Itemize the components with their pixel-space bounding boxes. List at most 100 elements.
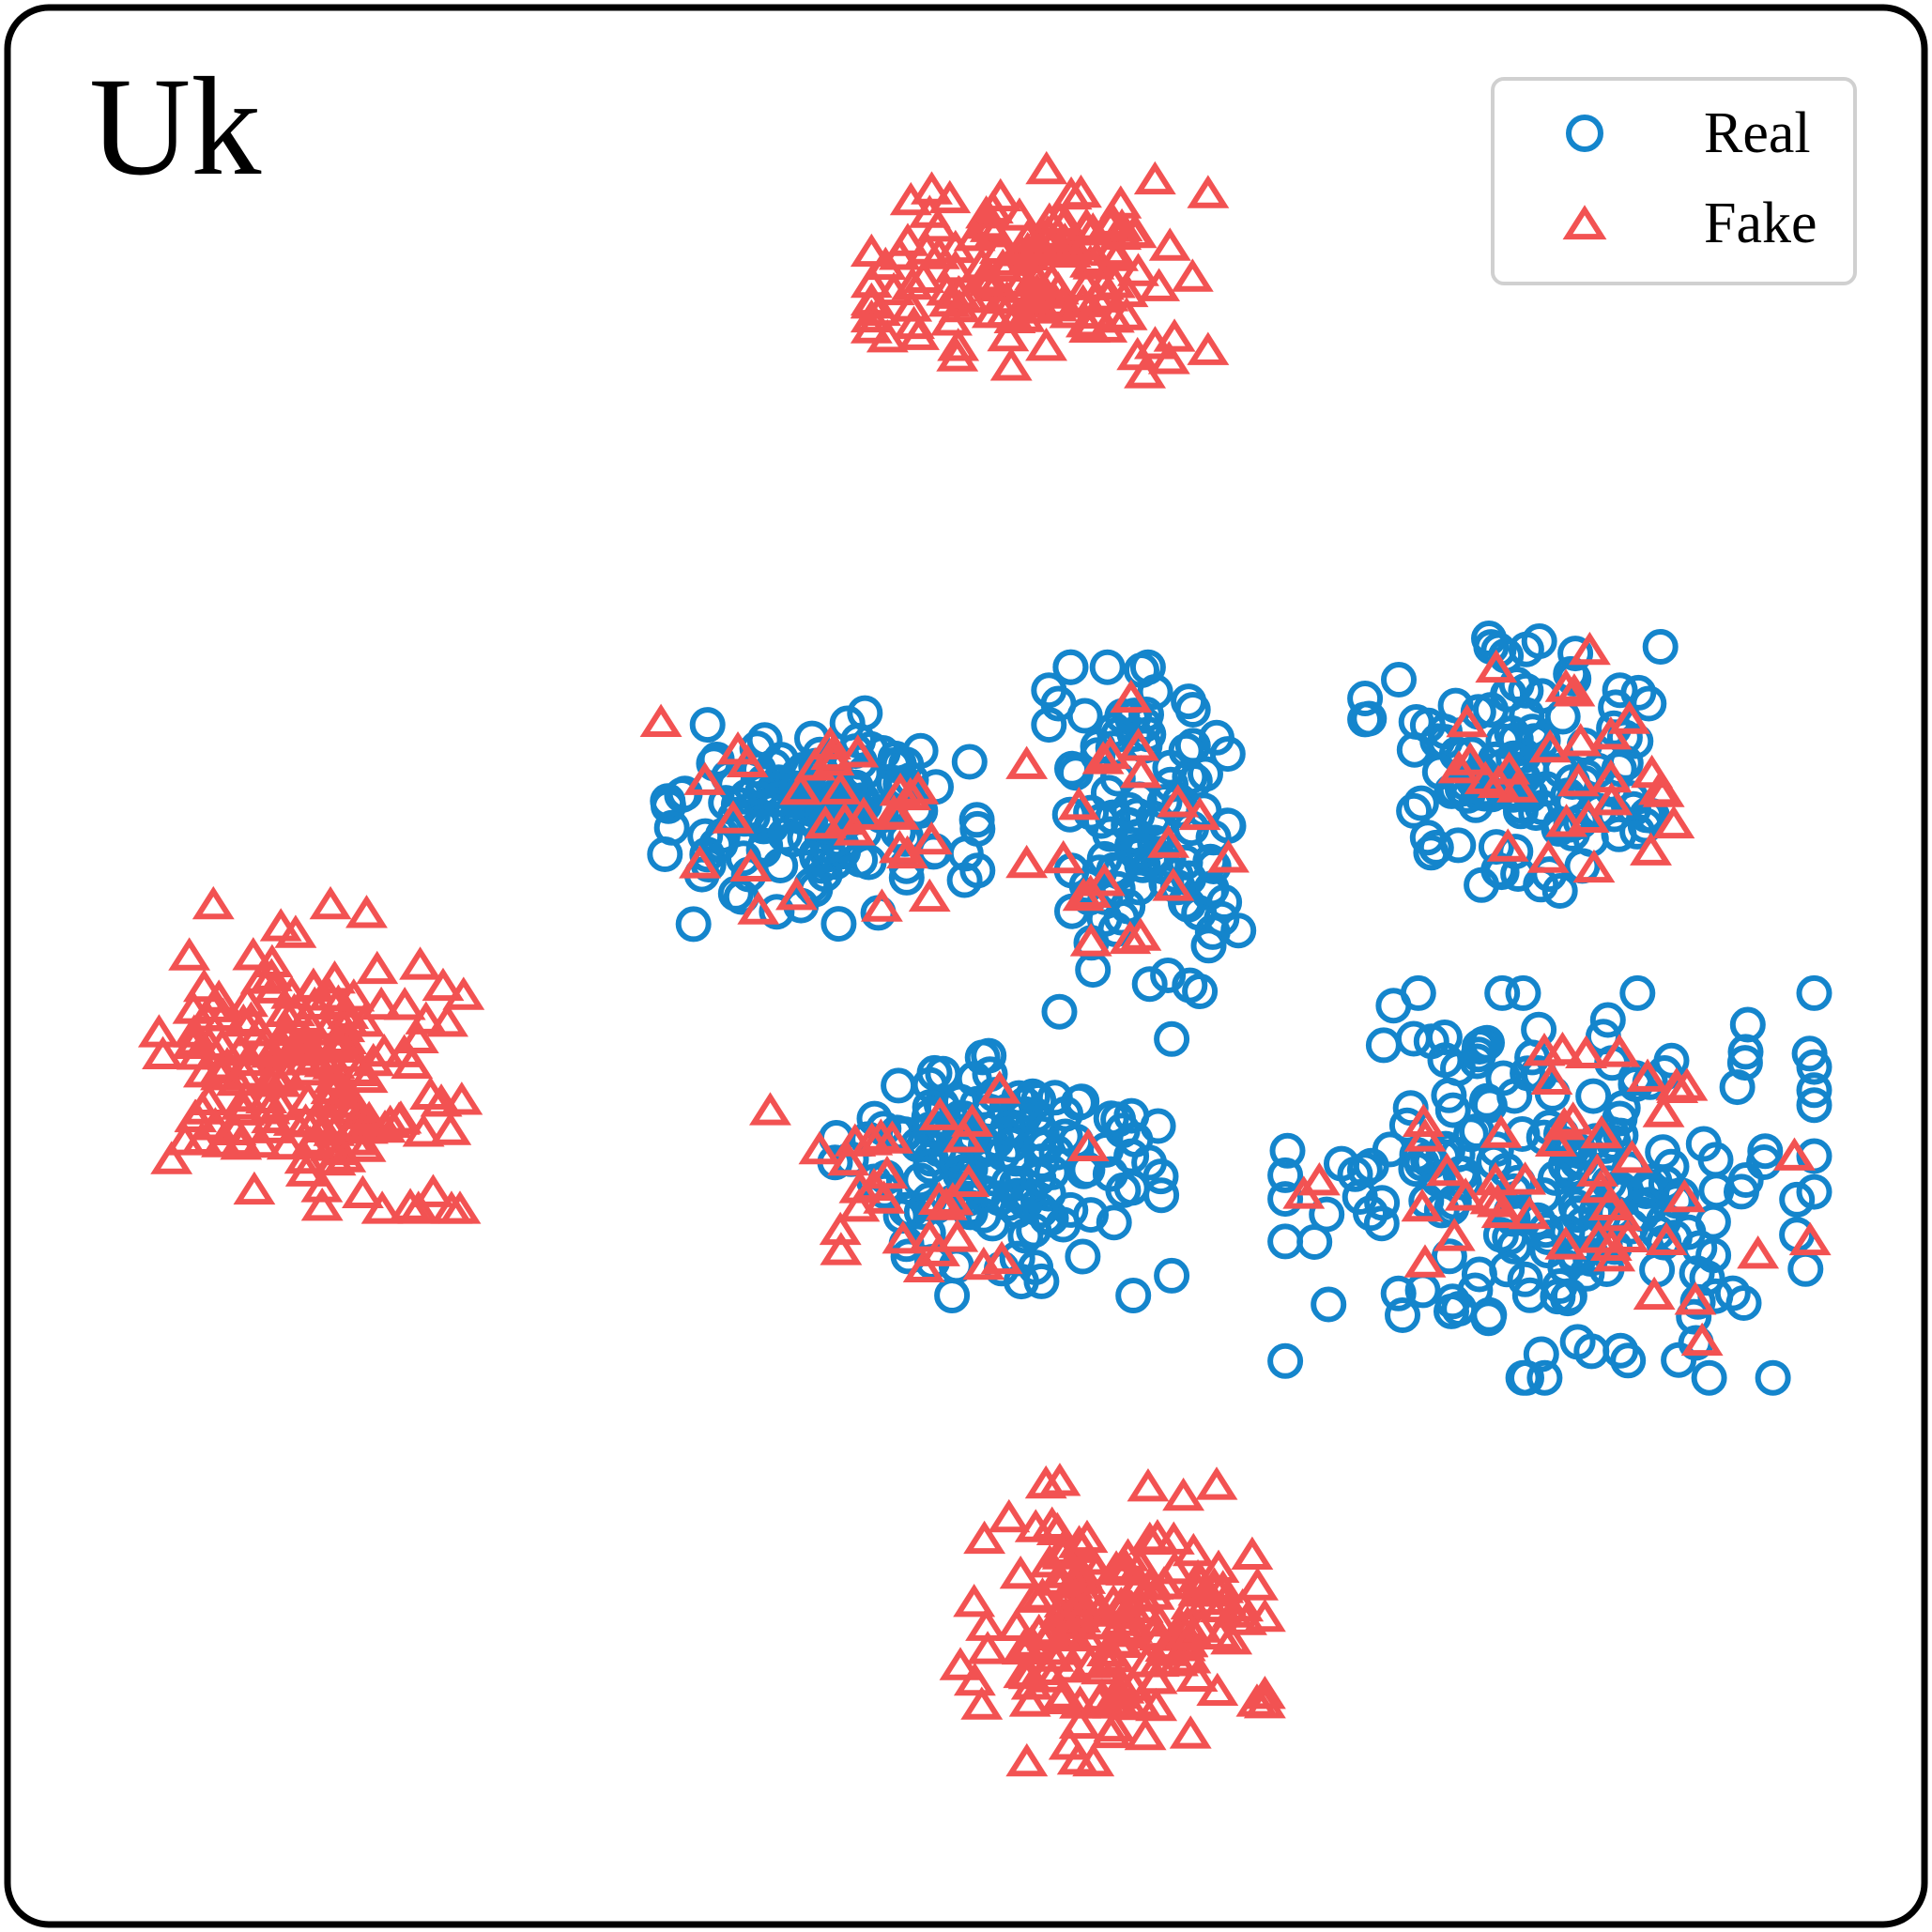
fake-point [1579, 1169, 1622, 1204]
fake-point [842, 796, 885, 830]
fake-point [962, 1246, 1005, 1280]
real-point [1602, 672, 1638, 709]
fake-point [241, 1029, 284, 1063]
fake-point [936, 338, 979, 372]
fake-point [258, 1022, 300, 1056]
real-point [726, 840, 761, 877]
fake-point [356, 950, 399, 985]
fake-point [1474, 1161, 1517, 1196]
fake-point [971, 190, 1014, 224]
fake-point [953, 1662, 996, 1696]
real-point [1431, 1238, 1467, 1275]
fake-point [396, 1020, 439, 1054]
fake-point [1096, 1682, 1140, 1717]
real-point [1726, 1045, 1763, 1081]
real-point [1267, 1223, 1304, 1260]
fake-point [187, 1081, 230, 1116]
fake-point [1063, 1591, 1106, 1625]
real-point [1631, 685, 1667, 722]
legend-fake-label: Fake [1704, 192, 1817, 255]
real-point [1152, 749, 1188, 786]
fake-point [1202, 1570, 1245, 1603]
fake-point [943, 1119, 986, 1153]
legend-real-marker [1566, 115, 1603, 152]
real-point [1267, 1181, 1304, 1218]
fake-point [779, 771, 822, 805]
real-point [1199, 719, 1234, 756]
fake-point [889, 181, 932, 216]
fake-point [882, 1220, 925, 1254]
fake-point [993, 299, 1036, 334]
fake-point [1042, 839, 1085, 874]
fake-point [253, 970, 296, 1004]
fake-point [1496, 769, 1539, 803]
fake-point [934, 250, 977, 284]
real-point [1111, 791, 1147, 828]
fake-point [1526, 839, 1570, 873]
fake-point [953, 1584, 996, 1618]
fake-point [1171, 258, 1214, 292]
fake-point [222, 1092, 265, 1126]
real-point [1018, 1250, 1054, 1286]
fake-point [1132, 1576, 1175, 1610]
fake-point [1126, 1644, 1168, 1678]
legend-fake-marker [1562, 205, 1607, 240]
real-point [1041, 993, 1078, 1030]
fake-point [987, 317, 1030, 352]
real-point [1114, 827, 1150, 864]
fake-point [171, 1025, 214, 1059]
fake-point [917, 1181, 960, 1216]
fake-point [1008, 1683, 1051, 1717]
fake-point [362, 1033, 406, 1067]
real-point [829, 705, 866, 742]
fake-point [1469, 1181, 1512, 1215]
fake-point [1147, 824, 1190, 858]
fake-point [300, 1187, 344, 1221]
fake-point [1642, 1094, 1685, 1127]
fake-point [1589, 716, 1633, 750]
fake-point [1162, 1477, 1205, 1511]
fake-point [1235, 1683, 1279, 1717]
fake-point [318, 1131, 361, 1166]
fake-point [1057, 787, 1100, 820]
fake-point [233, 1171, 276, 1205]
real-point [1385, 1297, 1420, 1333]
fake-point [1444, 1177, 1487, 1211]
real-point [1172, 967, 1208, 1004]
fake-point [1069, 1645, 1112, 1679]
real-point [1105, 1172, 1142, 1208]
fake-point [838, 1170, 882, 1204]
fake-point [1638, 771, 1680, 805]
fake-point [1464, 760, 1507, 794]
fake-point [1773, 1137, 1816, 1171]
fake-point [1058, 1705, 1101, 1740]
fake-point [1243, 1598, 1286, 1633]
fake-point [1559, 723, 1602, 757]
real-point [1755, 1359, 1791, 1396]
fake-point [866, 1155, 909, 1189]
data-marks [137, 150, 1832, 1777]
fake-point [1544, 668, 1587, 702]
real-point [1482, 1217, 1519, 1253]
real-point [1351, 700, 1388, 737]
fake-point [1236, 1567, 1279, 1601]
fake-point [1446, 703, 1489, 738]
fake-point [917, 1233, 960, 1266]
fake-point [1297, 1162, 1341, 1196]
fake-point [1157, 784, 1200, 818]
fake-point [1553, 673, 1596, 707]
real-point [1309, 1196, 1345, 1233]
fake-point [1089, 735, 1132, 770]
legend-real-label: Real [1704, 101, 1811, 165]
real-point [1020, 1160, 1057, 1197]
fake-point [1069, 923, 1112, 957]
fake-point [182, 1053, 225, 1088]
fake-point [1152, 867, 1195, 901]
fake-point [220, 1122, 263, 1157]
fake-point [219, 1033, 262, 1066]
fake-point [1092, 1584, 1135, 1618]
fake-point [968, 259, 1010, 293]
fake-point [1504, 1161, 1547, 1195]
fake-point [870, 1120, 913, 1154]
fake-point [1148, 227, 1191, 261]
